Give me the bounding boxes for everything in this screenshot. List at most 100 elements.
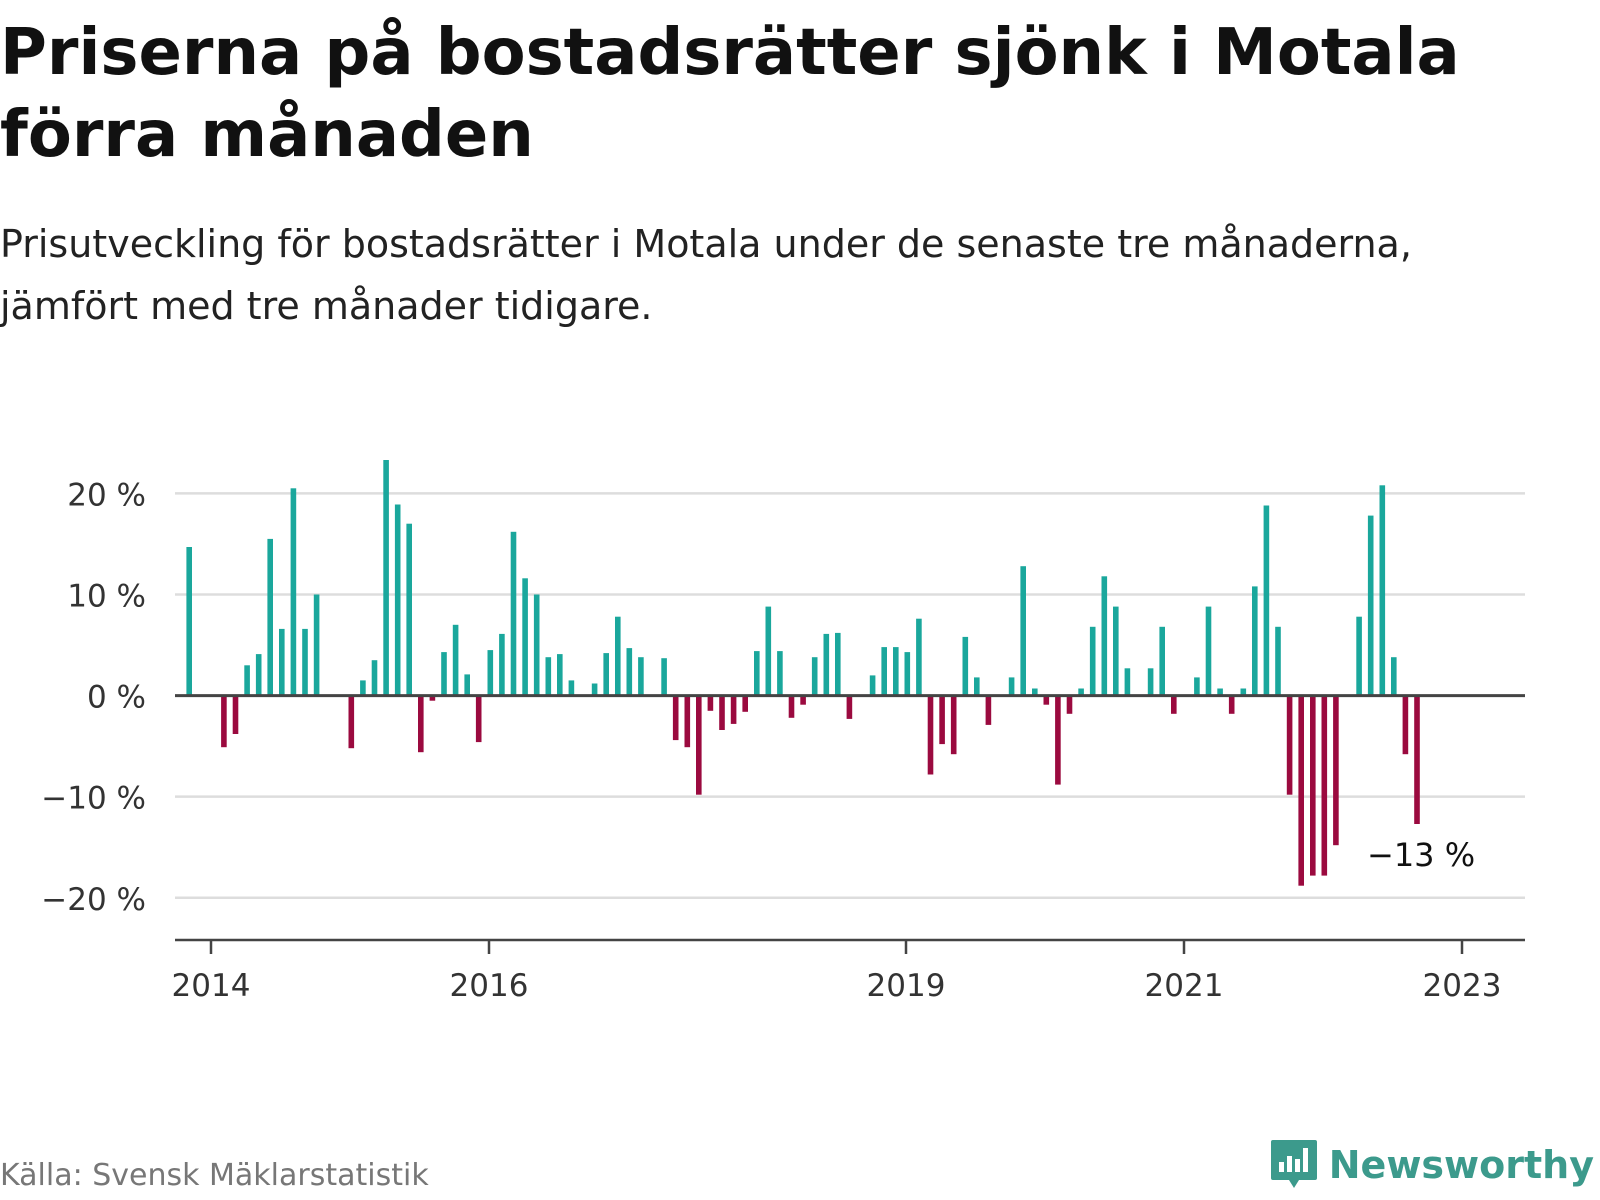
bar-negative <box>1414 695 1420 824</box>
newsworthy-logo: Newsworthy <box>1269 1138 1594 1192</box>
bar-negative <box>846 695 853 719</box>
bar-positive <box>452 624 459 696</box>
bar-positive <box>765 606 772 696</box>
bar-positive <box>568 680 575 696</box>
bar-positive <box>1101 576 1108 696</box>
bar-positive <box>244 665 250 696</box>
newsworthy-logo-icon <box>1270 1140 1317 1188</box>
x-tick-label: 2014 <box>172 968 251 1004</box>
bar-negative <box>672 695 679 741</box>
bar-positive <box>533 594 540 696</box>
bar-positive <box>591 683 598 696</box>
bar-negative <box>927 695 934 775</box>
y-axis-labels: 20 % 10 % 0 % −10 % −20 % <box>41 477 146 917</box>
bar-negative <box>475 695 482 743</box>
bar-positive <box>1391 657 1397 696</box>
bar-positive <box>1147 668 1154 696</box>
bar-positive <box>615 616 621 696</box>
bar-negative <box>418 695 424 753</box>
bar-positive <box>1379 485 1386 696</box>
bar-positive <box>255 654 262 696</box>
y-tick-label: −10 % <box>41 781 146 817</box>
bars <box>186 460 1420 886</box>
bar-negative <box>985 695 992 725</box>
bar-positive <box>1275 626 1281 696</box>
bar-positive <box>962 636 969 696</box>
bar-positive <box>464 674 470 696</box>
bar-negative <box>1066 695 1073 714</box>
bar-positive <box>371 660 378 696</box>
bar-positive <box>1194 677 1200 696</box>
bar-positive <box>313 594 320 696</box>
bar-positive <box>835 632 841 696</box>
bar-negative <box>1333 695 1339 846</box>
bar-negative <box>1402 695 1409 755</box>
bar-negative <box>1171 695 1177 714</box>
bar-positive <box>360 680 366 696</box>
bar-positive <box>661 658 667 696</box>
bar-negative <box>730 695 737 724</box>
bar-positive <box>916 618 922 696</box>
bar-negative <box>429 695 436 701</box>
source-note: Källa: Svensk Mäklarstatistik <box>0 1158 429 1193</box>
bar-negative <box>950 695 957 755</box>
bar-positive <box>510 531 517 696</box>
chart-title: Priserna på bostadsrätter sjönk i Motala… <box>0 16 1460 172</box>
bar-positive <box>557 654 563 696</box>
bar-negative <box>232 695 239 734</box>
bar-positive <box>1032 688 1038 696</box>
bar-negative <box>800 695 806 705</box>
bar-positive <box>754 651 760 696</box>
bar-positive <box>279 628 285 696</box>
bar-positive <box>186 547 192 696</box>
y-tick-label: 20 % <box>67 477 146 513</box>
bar-positive <box>1367 515 1374 696</box>
y-tick-label: 10 % <box>67 578 146 614</box>
x-tick-label: 2023 <box>1423 968 1502 1004</box>
bar-positive <box>869 675 876 696</box>
bar-positive <box>974 677 980 696</box>
y-tick-label: 0 % <box>87 680 146 716</box>
bar-positive <box>383 460 389 696</box>
bar-positive <box>1217 688 1223 696</box>
bar-positive <box>1124 668 1131 696</box>
x-tick-label: 2021 <box>1145 968 1224 1004</box>
bar-negative <box>1228 695 1235 714</box>
bar-positive <box>499 633 505 696</box>
bar-positive <box>881 647 887 696</box>
bar-negative <box>1321 695 1328 876</box>
bar-negative <box>939 695 945 745</box>
bar-positive <box>1252 586 1258 696</box>
bar-positive <box>1159 626 1165 696</box>
bar-negative <box>1286 695 1293 795</box>
bar-negative <box>1298 695 1304 886</box>
x-axis-ticks: 2014 2016 2019 2021 2023 <box>172 940 1502 1004</box>
bar-negative <box>1310 695 1316 876</box>
bar-negative <box>1055 695 1061 785</box>
bar-positive <box>904 652 911 696</box>
bar-positive <box>1263 505 1270 696</box>
bar-positive <box>545 657 552 696</box>
bar-positive <box>394 504 401 696</box>
last-value-annotation: −13 % <box>1367 836 1475 874</box>
bar-chart: 20 %10 %0 %−10 %−20 % 2014 2016 2019 2021 20… <box>41 460 1525 1004</box>
bar-positive <box>1240 688 1247 696</box>
bar-negative <box>707 695 714 711</box>
newsworthy-brand: Newsworthy <box>1328 1143 1594 1187</box>
bar-positive <box>1205 606 1212 696</box>
bar-positive <box>302 628 308 696</box>
bar-negative <box>1043 695 1050 705</box>
bar-negative <box>684 695 691 748</box>
bar-positive <box>441 652 447 696</box>
bar-positive <box>1113 606 1119 696</box>
bar-positive <box>638 657 644 696</box>
bar-negative <box>348 695 355 749</box>
bar-positive <box>626 648 633 696</box>
bar-positive <box>522 578 528 696</box>
bar-positive <box>1089 626 1096 696</box>
bar-positive <box>267 538 273 696</box>
bar-negative <box>742 695 748 712</box>
bar-positive <box>1008 677 1015 696</box>
chart-subtitle: Prisutveckling för bostadsrätter i Motal… <box>0 222 1412 328</box>
x-tick-label: 2016 <box>450 968 529 1004</box>
